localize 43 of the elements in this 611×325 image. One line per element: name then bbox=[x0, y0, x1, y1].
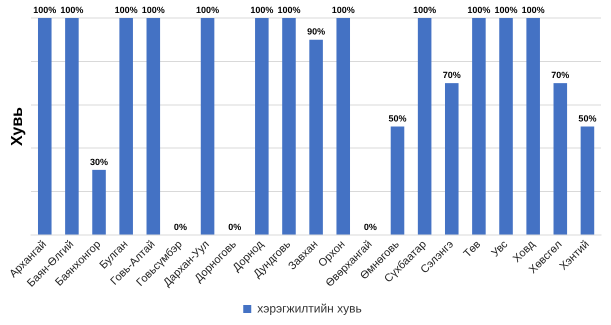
bar bbox=[119, 18, 133, 235]
bar bbox=[390, 126, 404, 235]
bar bbox=[38, 18, 52, 235]
data-label: 100% bbox=[33, 4, 56, 15]
bar bbox=[499, 18, 513, 235]
bar bbox=[282, 18, 296, 235]
data-label: 100% bbox=[114, 4, 138, 15]
data-label: 100% bbox=[250, 4, 274, 15]
data-label: 100% bbox=[142, 4, 165, 15]
bar bbox=[418, 18, 432, 235]
bar bbox=[444, 83, 459, 235]
x-tick-label: Төв bbox=[461, 238, 484, 260]
data-label: 100% bbox=[196, 4, 220, 15]
data-label: 50% bbox=[388, 113, 407, 124]
bar bbox=[526, 18, 540, 235]
data-label: 50% bbox=[578, 113, 596, 124]
data-label: 100% bbox=[522, 4, 545, 15]
data-label: 70% bbox=[551, 70, 570, 80]
data-label: 100% bbox=[332, 4, 355, 15]
bar bbox=[580, 126, 594, 235]
data-label: 100% bbox=[413, 4, 436, 15]
legend-label: хэрэгжилтийн хувь bbox=[257, 301, 362, 316]
data-label: 0% bbox=[174, 222, 187, 232]
data-label: 100% bbox=[494, 4, 518, 15]
data-label: 100% bbox=[60, 4, 84, 15]
data-label: 30% bbox=[90, 156, 108, 167]
data-label: 70% bbox=[442, 70, 461, 80]
bar bbox=[554, 83, 568, 235]
y-axis-title: Хувь bbox=[9, 106, 26, 146]
data-label: 90% bbox=[307, 26, 326, 37]
bar bbox=[92, 170, 106, 235]
data-label: 100% bbox=[467, 4, 490, 15]
x-tick-label: Увс bbox=[489, 238, 511, 260]
data-label: 100% bbox=[277, 4, 300, 15]
bar bbox=[200, 18, 214, 235]
bar bbox=[336, 18, 350, 235]
bar bbox=[309, 40, 323, 235]
bar bbox=[255, 18, 269, 235]
bar bbox=[146, 18, 160, 235]
bar bbox=[472, 18, 486, 235]
bar bbox=[65, 18, 79, 235]
data-label: 0% bbox=[228, 222, 242, 232]
data-label: 0% bbox=[364, 222, 377, 232]
